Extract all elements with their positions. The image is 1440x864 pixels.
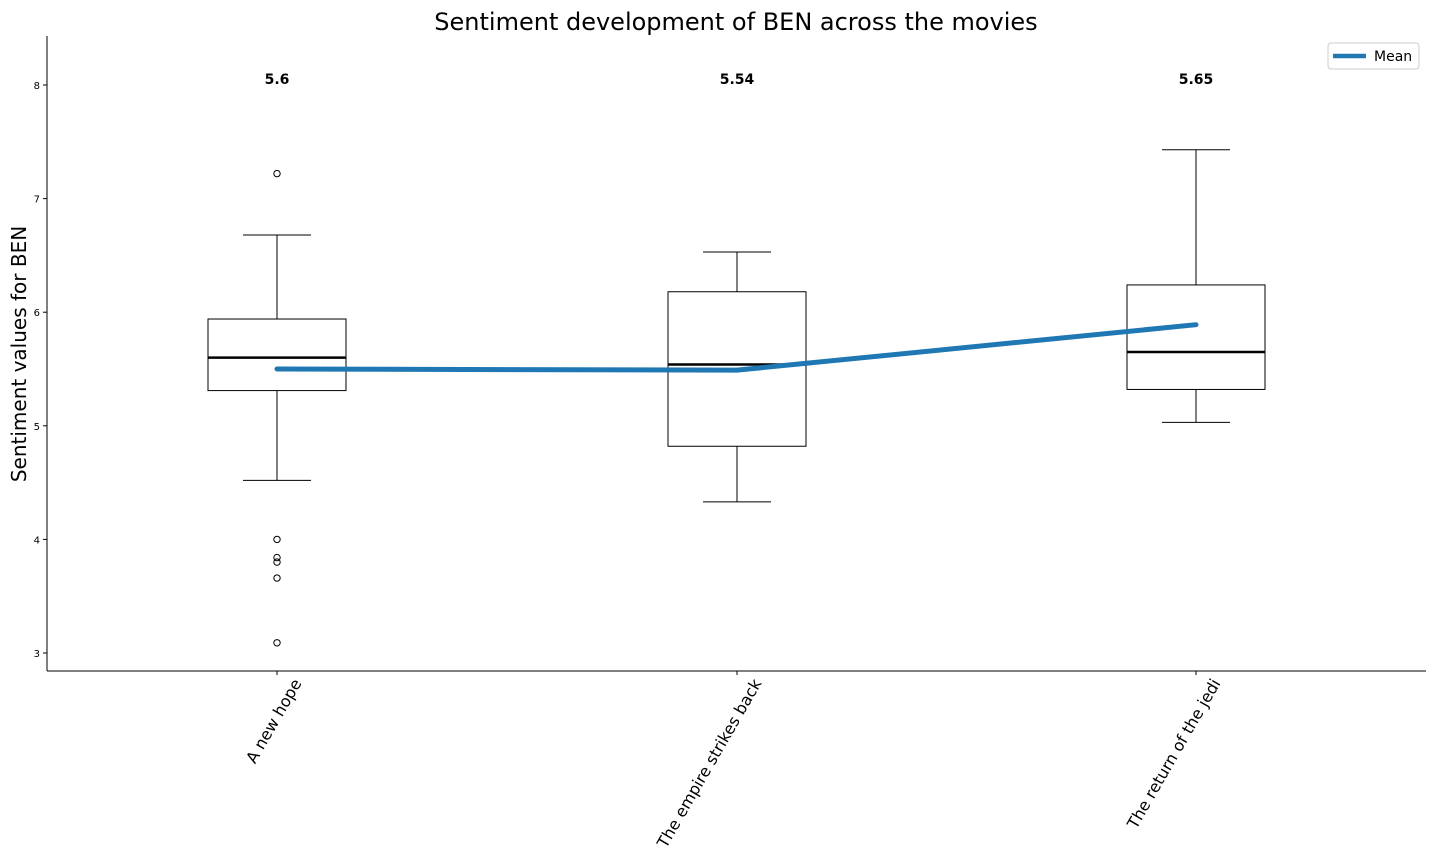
legend-label-mean: Mean <box>1374 49 1412 65</box>
y-tick-label: 4 <box>34 535 40 546</box>
y-axis-label: Sentiment values for BEN <box>7 226 31 482</box>
y-tick-label: 7 <box>34 195 40 206</box>
y-tick-label: 3 <box>34 649 40 660</box>
iqr-box <box>1126 284 1266 390</box>
legend-box <box>1327 42 1420 70</box>
median-value-label: 5.54 <box>720 72 755 88</box>
outlier-point <box>273 169 281 178</box>
x-tick-label: The empire strikes back <box>653 675 766 852</box>
boxplot <box>207 169 347 647</box>
x-tick-label: The return of the jedi <box>1123 676 1225 833</box>
outlier-point <box>273 574 281 582</box>
mean-line <box>274 322 1199 373</box>
outlier-point <box>273 553 281 562</box>
chart-title: Sentiment development of BEN across the … <box>434 8 1037 36</box>
y-ticks: 3 4 5 6 7 8 <box>34 81 47 660</box>
y-tick-label: 5 <box>34 422 40 433</box>
legend: Mean <box>1327 42 1420 70</box>
iqr-box <box>207 318 347 392</box>
median-labels: 5.6 5.54 5.65 <box>265 72 1214 88</box>
median-value-label: 5.65 <box>1179 72 1214 88</box>
outlier-point <box>273 639 281 647</box>
median-value-label: 5.6 <box>265 72 290 88</box>
outlier-point <box>273 558 281 566</box>
x-ticks: A new hope The empire strikes back The ret… <box>242 671 1225 852</box>
outlier-point <box>273 535 281 544</box>
boxplots <box>207 149 1266 647</box>
y-tick-label: 6 <box>34 308 40 319</box>
boxplot <box>667 251 807 503</box>
mean-series <box>274 322 1199 373</box>
y-tick-label: 8 <box>34 81 40 92</box>
x-tick-label: A new hope <box>242 676 306 767</box>
boxplot <box>1126 149 1266 423</box>
